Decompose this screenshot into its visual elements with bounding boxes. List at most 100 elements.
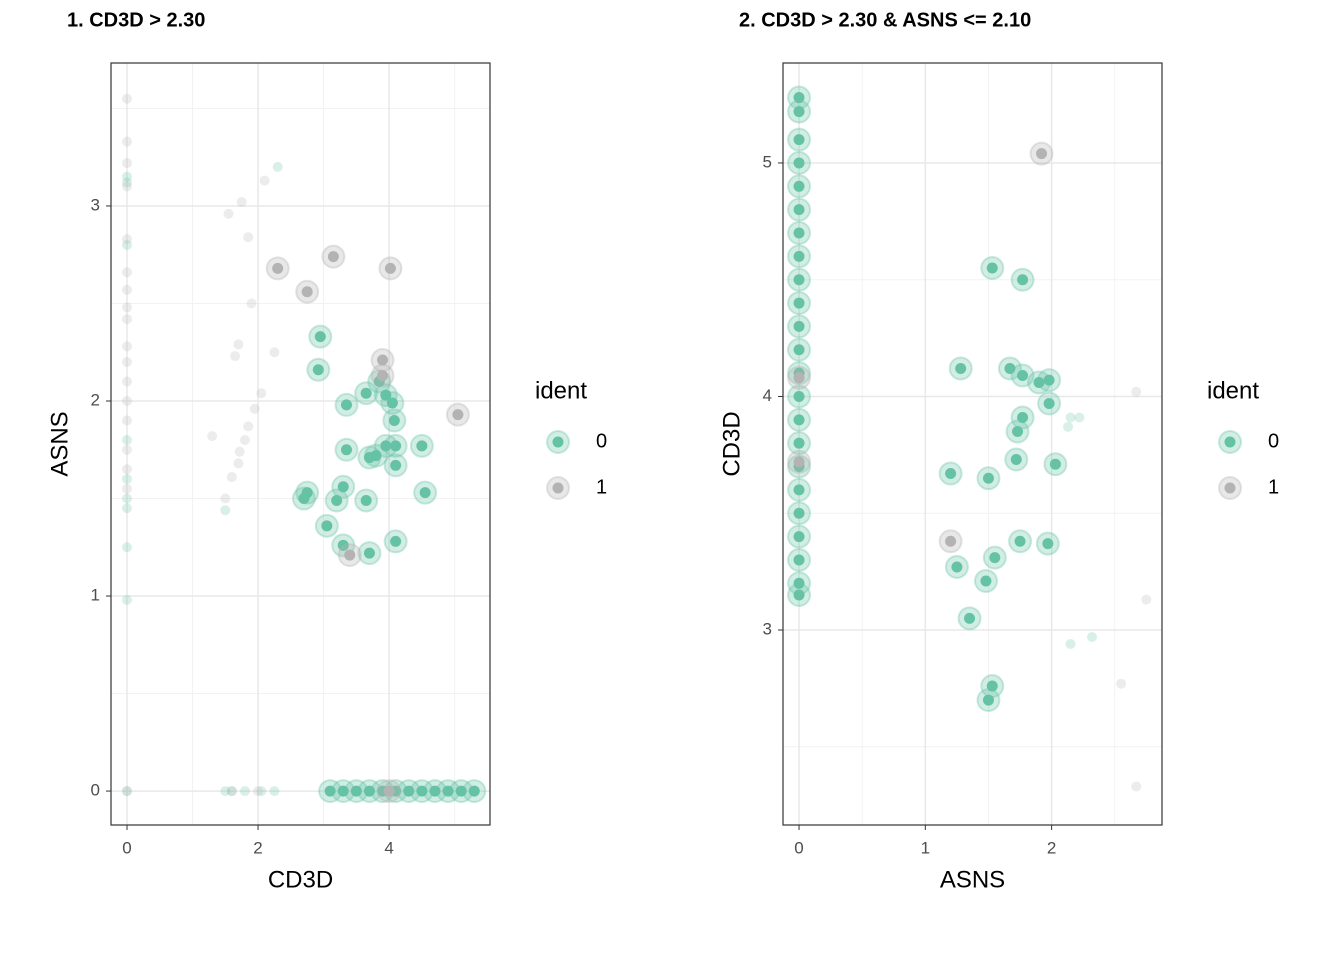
point (121, 267, 132, 278)
point-core (337, 539, 349, 551)
x-tick-label: 0 (122, 838, 131, 857)
point-core (455, 785, 467, 797)
point (787, 449, 812, 474)
point-core (327, 251, 339, 263)
point (787, 337, 812, 362)
point (980, 674, 1005, 699)
point (787, 267, 812, 292)
point (370, 363, 395, 388)
point (234, 446, 245, 457)
point-core (239, 786, 250, 797)
point (938, 529, 963, 554)
point (357, 779, 382, 804)
point-core (793, 180, 805, 192)
point (121, 464, 132, 475)
point-core (220, 493, 231, 504)
point (121, 503, 132, 514)
point-core (793, 456, 805, 468)
point-core (337, 785, 349, 797)
point (334, 437, 359, 462)
point (1074, 412, 1085, 423)
point-core (1116, 678, 1127, 689)
point-core (236, 197, 247, 208)
point-core (121, 136, 132, 147)
point (220, 786, 231, 797)
point-core (1049, 458, 1061, 470)
point (1005, 419, 1030, 444)
point (449, 779, 474, 804)
point (226, 786, 237, 797)
point-core (793, 344, 805, 356)
point (787, 547, 812, 572)
point-core (793, 554, 805, 566)
point (256, 388, 267, 399)
point-core (380, 389, 392, 401)
point (253, 786, 264, 797)
point-core (121, 181, 132, 192)
point (787, 582, 812, 607)
point-core (793, 589, 805, 601)
point (787, 524, 812, 549)
point-core (1017, 274, 1029, 286)
point-core (419, 487, 431, 499)
point (354, 488, 379, 513)
point-core (226, 472, 237, 483)
point (121, 341, 132, 352)
point-core (121, 356, 132, 367)
point (308, 324, 333, 349)
point (973, 568, 998, 593)
point (409, 433, 434, 458)
point (121, 284, 132, 295)
point-core (233, 339, 244, 350)
point (445, 402, 470, 427)
point (980, 256, 1005, 281)
point (997, 356, 1022, 381)
point (121, 171, 132, 182)
point-core (233, 458, 244, 469)
point-core (390, 459, 402, 471)
point-core (429, 785, 441, 797)
point-core (121, 483, 132, 494)
point-core (982, 472, 994, 484)
point-core (1065, 639, 1076, 650)
point-core (121, 464, 132, 475)
point-core (1012, 426, 1024, 438)
point-core (249, 403, 260, 414)
point (121, 483, 132, 494)
point (1008, 529, 1033, 554)
point (239, 786, 250, 797)
point (976, 688, 1001, 713)
legend-title: ident (1207, 377, 1259, 404)
point-core (452, 409, 464, 421)
point (422, 779, 447, 804)
point (1010, 363, 1035, 388)
point-core (793, 320, 805, 332)
point-core (793, 250, 805, 262)
point-core (269, 347, 280, 358)
point (269, 347, 280, 358)
point-core (793, 390, 805, 402)
point (1043, 452, 1068, 477)
point-core (121, 415, 132, 426)
point (324, 488, 349, 513)
x-tick-label: 2 (1047, 838, 1056, 857)
point-core (121, 786, 132, 797)
point (121, 93, 132, 104)
point-core (955, 362, 967, 374)
point (378, 256, 403, 281)
point (787, 127, 812, 152)
point-core (416, 785, 428, 797)
point-core (390, 440, 402, 452)
point (354, 381, 379, 406)
point (233, 339, 244, 350)
point-core (793, 157, 805, 169)
point (370, 348, 395, 373)
point (306, 357, 331, 382)
point-core (1065, 412, 1076, 423)
point-core (121, 314, 132, 325)
point (121, 356, 132, 367)
point-core (121, 267, 132, 278)
point-core (390, 535, 402, 547)
point (787, 314, 812, 339)
x-axis-label: ASNS (940, 866, 1005, 893)
